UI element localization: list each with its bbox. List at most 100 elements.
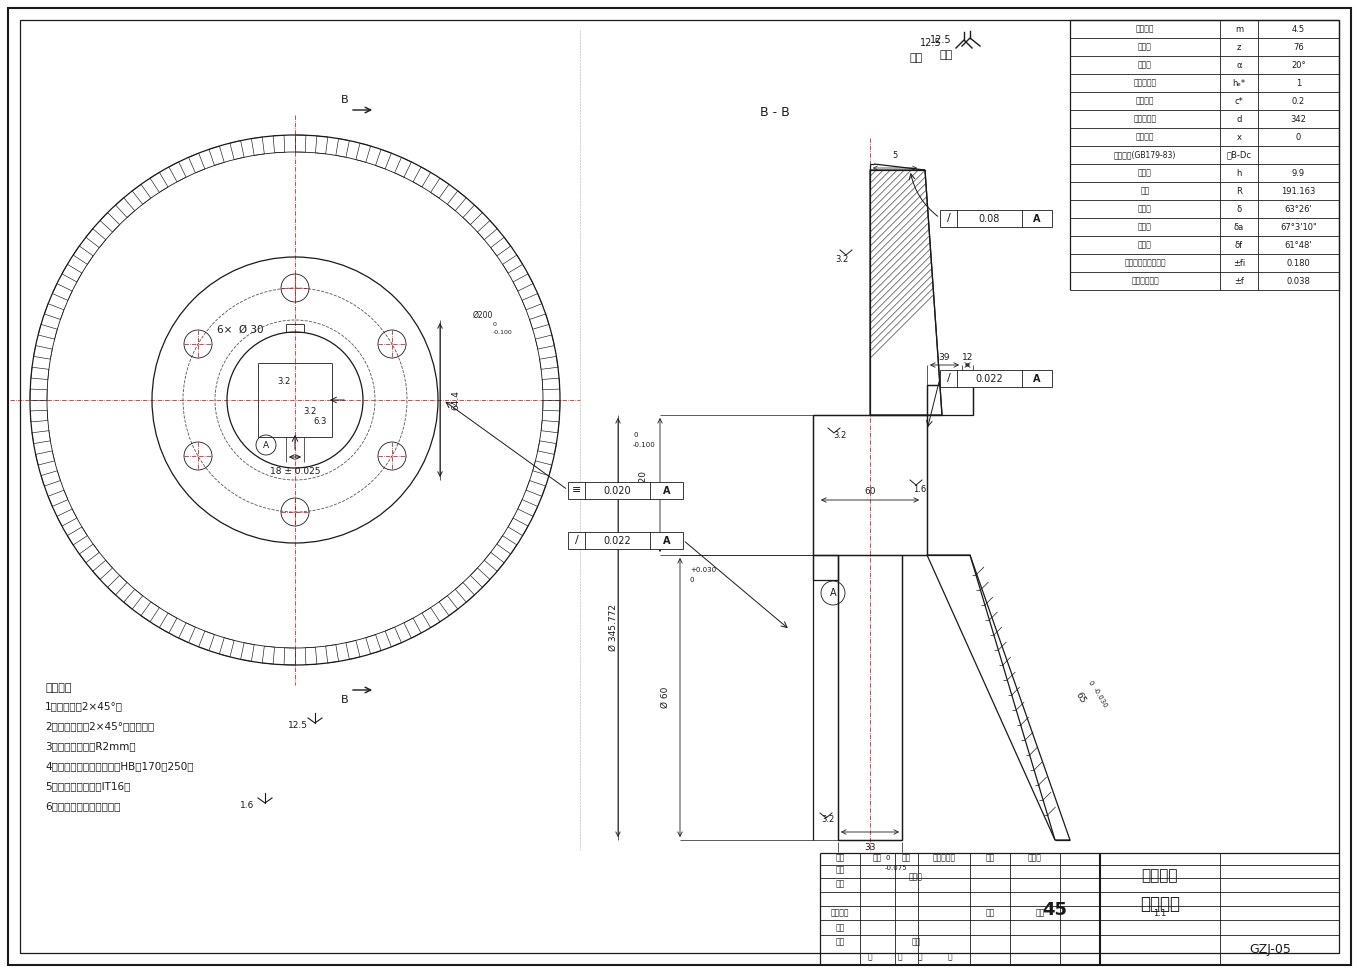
Text: 标准化: 标准化 [909, 873, 923, 882]
Text: 顶隙系数: 顶隙系数 [1136, 96, 1154, 105]
Text: 张: 张 [898, 953, 902, 961]
Text: 变位系数: 变位系数 [1136, 132, 1154, 141]
Text: Ø200: Ø200 [473, 310, 493, 319]
Text: 64.4: 64.4 [451, 390, 461, 410]
Text: 阶段标记: 阶段标记 [830, 909, 849, 918]
Text: 齿制模数: 齿制模数 [1136, 24, 1154, 33]
Text: 分区: 分区 [901, 853, 911, 862]
Text: 20°: 20° [1291, 60, 1306, 69]
Text: 其余: 其余 [940, 50, 953, 60]
Text: 0.180: 0.180 [1287, 259, 1310, 268]
Text: 12.5: 12.5 [930, 35, 951, 45]
Text: 共: 共 [867, 953, 872, 961]
Bar [940, 370, 1052, 387]
Text: c*: c* [1234, 96, 1243, 105]
Text: 6×  Ø 30: 6× Ø 30 [216, 325, 264, 335]
Text: 1.6: 1.6 [913, 486, 927, 494]
Text: 4.5: 4.5 [1292, 24, 1305, 33]
Text: -0.100: -0.100 [633, 442, 656, 448]
Text: 63°26': 63°26' [1284, 204, 1313, 213]
Text: 61°48': 61°48' [1284, 240, 1313, 249]
Text: 全齿高: 全齿高 [1137, 168, 1152, 177]
Text: 压力角: 压力角 [1137, 60, 1152, 69]
Text: 67°3'10": 67°3'10" [1280, 223, 1317, 232]
Text: Ø 60: Ø 60 [660, 687, 670, 708]
Text: -0.100: -0.100 [493, 330, 512, 335]
Text: 45: 45 [1042, 901, 1068, 919]
Text: 76: 76 [1294, 43, 1303, 52]
Text: h: h [1237, 168, 1242, 177]
Text: 0: 0 [690, 577, 694, 583]
Text: hₑ*: hₑ* [1233, 79, 1246, 88]
Text: 2、未注明倒角2×45°，粗糙度为: 2、未注明倒角2×45°，粗糙度为 [45, 721, 155, 731]
Text: 33: 33 [864, 844, 875, 852]
Text: 12.5: 12.5 [288, 722, 308, 731]
Text: 锥距: 锥距 [1140, 187, 1150, 196]
Text: A: A [663, 486, 670, 495]
Text: 更改文件号: 更改文件号 [932, 853, 955, 862]
Text: x: x [1237, 132, 1242, 141]
Text: δa: δa [1234, 223, 1243, 232]
Text: B: B [341, 95, 349, 105]
Text: 0.022: 0.022 [603, 535, 632, 546]
Text: 0: 0 [1086, 679, 1094, 686]
Text: 张: 张 [947, 953, 953, 961]
Text: 齿　数: 齿 数 [1137, 43, 1152, 52]
Text: 工艺: 工艺 [836, 938, 845, 947]
Text: A: A [830, 588, 836, 598]
Text: 6.3: 6.3 [313, 417, 326, 426]
Text: 年月日: 年月日 [1027, 853, 1042, 862]
Text: 根锥角: 根锥角 [1137, 240, 1152, 249]
Text: 6、轮齿结合面处粗糙度为: 6、轮齿结合面处粗糙度为 [45, 801, 121, 811]
Text: 18 ± 0.025: 18 ± 0.025 [269, 466, 321, 476]
Text: 大锥齿轮: 大锥齿轮 [1140, 895, 1180, 913]
Text: /: / [947, 213, 950, 224]
Text: α: α [1237, 60, 1242, 69]
Text: 342: 342 [1291, 115, 1306, 124]
Text: 0.020: 0.020 [603, 486, 632, 495]
Text: 0.022: 0.022 [976, 374, 1003, 383]
Text: 第: 第 [917, 953, 923, 961]
Text: Ø 345.772: Ø 345.772 [609, 604, 617, 651]
Text: 60: 60 [864, 487, 875, 496]
Text: 9.9: 9.9 [1292, 168, 1305, 177]
Text: ±fi: ±fi [1233, 259, 1245, 268]
Text: 3、锻造圆角半径R2mm；: 3、锻造圆角半径R2mm； [45, 741, 136, 751]
Bar [568, 482, 684, 499]
Text: A: A [262, 441, 269, 450]
Text: 签名: 签名 [985, 853, 995, 862]
Text: 0.2: 0.2 [1292, 96, 1305, 105]
Text: 0: 0 [493, 322, 497, 328]
Text: 65: 65 [1074, 690, 1087, 704]
Text: 0: 0 [633, 432, 637, 438]
Text: 12: 12 [962, 352, 973, 362]
Text: 3.2: 3.2 [833, 430, 847, 440]
Text: 5: 5 [893, 151, 898, 160]
Text: 齿顶高系数: 齿顶高系数 [1133, 79, 1157, 88]
Text: A: A [663, 535, 670, 546]
Text: 分度圆直径: 分度圆直径 [1133, 115, 1157, 124]
Text: 3.2: 3.2 [277, 378, 291, 386]
Text: d: d [1237, 115, 1242, 124]
Text: 1:1: 1:1 [1154, 909, 1166, 918]
Text: 重量: 重量 [985, 909, 995, 918]
Text: Ø 120: Ø 120 [639, 472, 647, 498]
Text: 标记: 标记 [836, 853, 845, 862]
Text: -0.075: -0.075 [885, 865, 908, 871]
Text: 精度等级(GB179-83): 精度等级(GB179-83) [1114, 151, 1176, 160]
Text: B - B: B - B [760, 105, 790, 119]
Text: -0.030: -0.030 [1091, 686, 1109, 709]
Text: 比例: 比例 [1036, 909, 1045, 918]
Text: z: z [1237, 43, 1241, 52]
Text: 1.6: 1.6 [241, 802, 254, 811]
Text: 3.2: 3.2 [834, 256, 848, 265]
Text: B: B [341, 695, 349, 705]
Text: 审核: 审核 [836, 923, 845, 932]
Text: 其余: 其余 [911, 53, 923, 63]
Bar [568, 532, 684, 549]
Text: δf: δf [1235, 240, 1243, 249]
Text: 0: 0 [1296, 132, 1301, 141]
Text: 周节差的余差: 周节差的余差 [1131, 276, 1159, 285]
Text: 3.2: 3.2 [303, 408, 317, 416]
Text: m: m [1235, 24, 1243, 33]
